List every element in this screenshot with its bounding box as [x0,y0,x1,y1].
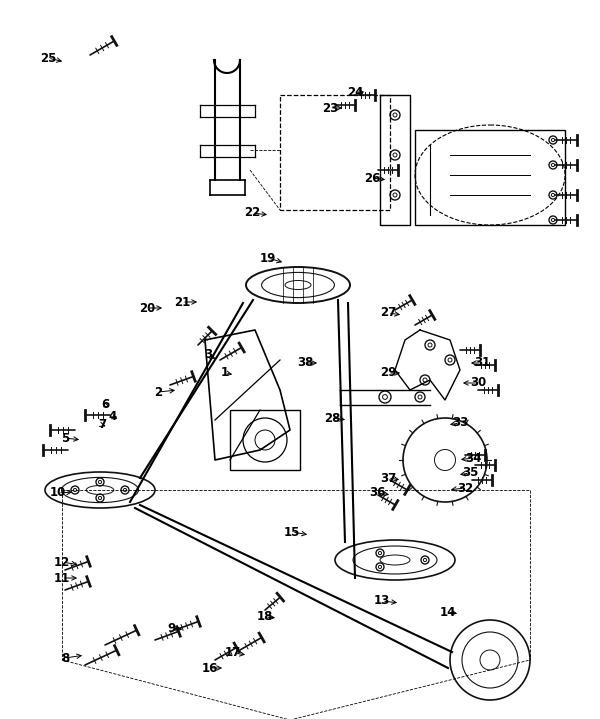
Text: 12: 12 [54,556,70,569]
Text: 25: 25 [40,52,56,65]
Text: 16: 16 [202,661,218,674]
Text: 27: 27 [380,306,396,319]
Text: 37: 37 [380,472,396,485]
Text: 24: 24 [347,86,363,99]
Bar [230,410,300,470]
Text: 23: 23 [322,101,338,114]
Text: 17: 17 [225,646,241,659]
Text: 35: 35 [462,467,478,480]
Text: 3: 3 [204,349,212,362]
Text: 34: 34 [465,452,481,464]
Text: 26: 26 [364,172,380,185]
Text: 8: 8 [61,651,69,664]
Text: 13: 13 [374,595,390,608]
Bar [415,130,565,225]
Text: 2: 2 [154,385,162,398]
Text: 31: 31 [474,357,490,370]
Text: 33: 33 [452,416,468,429]
Text: 6: 6 [101,398,109,411]
Text: 1: 1 [221,367,229,380]
Text: 30: 30 [470,377,486,390]
Text: 36: 36 [369,487,385,500]
Text: 20: 20 [139,301,155,314]
Text: 22: 22 [244,206,260,219]
Text: 4: 4 [109,411,117,423]
Text: 18: 18 [257,610,273,623]
Text: 5: 5 [61,431,69,444]
Text: 7: 7 [98,418,106,431]
Text: 29: 29 [380,367,396,380]
Text: 28: 28 [324,411,340,424]
Text: 38: 38 [297,357,313,370]
Text: 15: 15 [284,526,300,539]
Text: 11: 11 [54,572,70,585]
Text: 9: 9 [168,621,176,634]
Text: 32: 32 [457,482,473,495]
Text: 10: 10 [50,487,66,500]
Text: 21: 21 [174,296,190,308]
Text: 19: 19 [260,252,276,265]
Text: 14: 14 [440,605,456,618]
